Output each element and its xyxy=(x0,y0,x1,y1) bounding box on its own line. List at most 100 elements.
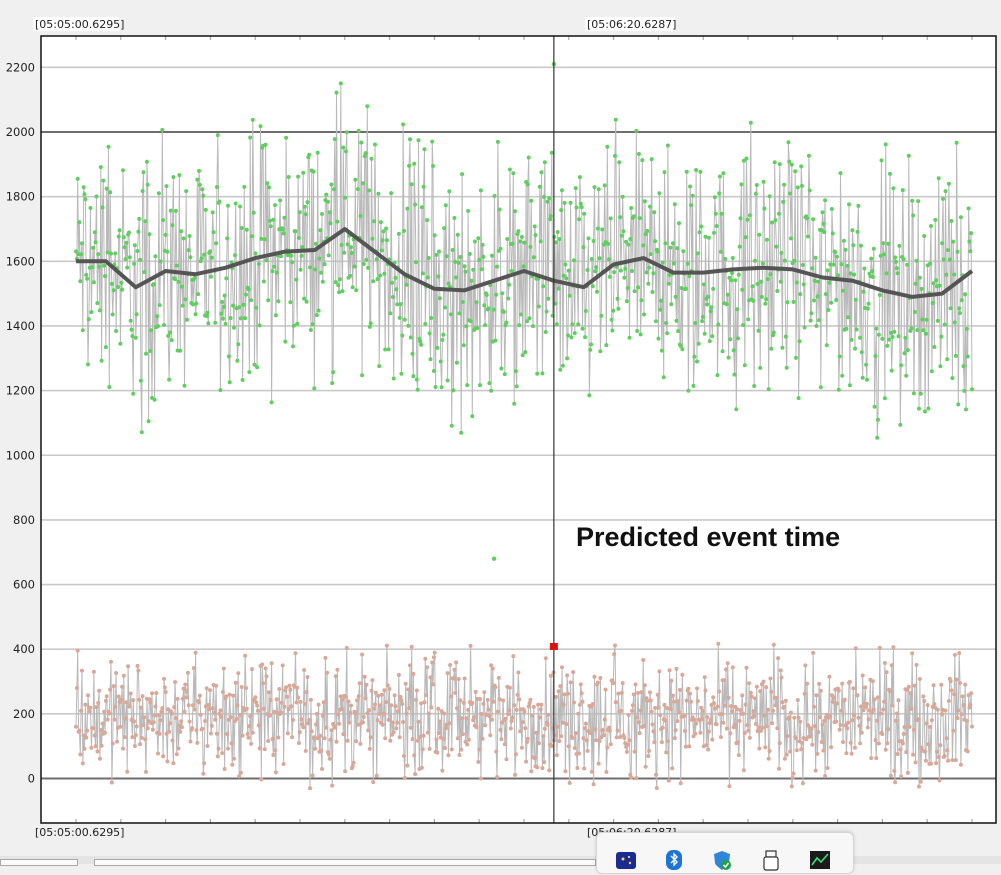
scroll-tab-left[interactable] xyxy=(0,859,78,866)
pink-point xyxy=(495,709,500,714)
security-icon[interactable] xyxy=(711,849,733,871)
pink-point xyxy=(255,703,260,708)
pink-point xyxy=(214,683,219,688)
green-point xyxy=(384,238,389,243)
pink-point xyxy=(825,766,830,770)
pink-point xyxy=(597,739,602,743)
pink-point xyxy=(541,734,546,739)
green-point xyxy=(659,298,664,303)
green-point xyxy=(429,316,434,320)
green-point xyxy=(560,363,565,368)
pink-point xyxy=(931,683,936,688)
green-point xyxy=(951,239,956,244)
pink-point xyxy=(546,712,551,717)
green-point xyxy=(486,306,491,311)
pink-point xyxy=(923,749,927,754)
pink-point xyxy=(367,708,371,713)
green-point xyxy=(691,383,696,388)
green-point xyxy=(225,236,230,241)
pink-point xyxy=(820,722,825,727)
green-point xyxy=(509,269,514,273)
scroll-tab-main[interactable] xyxy=(94,859,596,866)
green-point xyxy=(814,324,819,328)
usb-drive-icon[interactable] xyxy=(760,849,782,871)
pink-point xyxy=(262,747,267,752)
green-point xyxy=(723,257,728,261)
pink-point xyxy=(714,722,719,727)
pink-point xyxy=(654,786,659,790)
green-point xyxy=(337,290,342,295)
green-point xyxy=(510,241,515,246)
green-point xyxy=(932,345,937,349)
pink-point xyxy=(405,763,410,768)
pink-point xyxy=(595,680,600,685)
pink-point xyxy=(415,738,420,743)
green-point xyxy=(177,173,182,178)
pink-point xyxy=(123,716,128,721)
green-point xyxy=(840,373,845,378)
green-point xyxy=(855,229,860,234)
pink-point xyxy=(446,753,451,758)
pink-point xyxy=(965,749,970,754)
green-point xyxy=(276,299,281,304)
green-point xyxy=(455,232,460,237)
green-point xyxy=(132,243,137,248)
green-point xyxy=(170,223,175,228)
green-point xyxy=(492,194,497,198)
pink-point xyxy=(656,705,661,710)
green-point xyxy=(763,301,768,306)
green-point xyxy=(859,350,864,355)
pink-point xyxy=(478,697,482,701)
pink-point xyxy=(325,670,330,675)
pink-point xyxy=(445,671,450,676)
green-point xyxy=(700,319,705,324)
green-point xyxy=(236,342,241,347)
pink-point xyxy=(805,681,810,686)
green-point xyxy=(478,188,483,193)
green-point xyxy=(731,348,736,353)
green-point xyxy=(865,306,870,311)
pink-point xyxy=(160,706,165,711)
pink-point xyxy=(327,756,332,761)
pink-point xyxy=(362,674,367,679)
pink-point xyxy=(114,671,119,675)
pink-point xyxy=(555,724,560,729)
green-point xyxy=(456,260,461,265)
pink-point xyxy=(516,670,521,675)
green-point xyxy=(931,281,936,286)
green-point xyxy=(718,249,723,254)
green-point xyxy=(926,406,931,411)
green-point xyxy=(558,367,563,372)
green-point xyxy=(538,239,543,244)
pink-point xyxy=(404,711,409,716)
pink-point xyxy=(502,742,507,747)
pink-point xyxy=(351,760,356,765)
green-point xyxy=(779,250,784,255)
pink-point xyxy=(850,718,855,723)
pink-point xyxy=(514,707,519,712)
bluetooth-icon[interactable] xyxy=(663,849,685,871)
pink-point xyxy=(907,724,912,729)
pink-point xyxy=(82,746,87,751)
pink-point xyxy=(938,743,943,748)
green-point xyxy=(214,241,219,246)
pink-point xyxy=(949,688,954,693)
green-point xyxy=(782,258,787,263)
green-point xyxy=(715,373,720,378)
pink-point xyxy=(858,741,863,746)
green-point xyxy=(116,234,121,239)
pink-point xyxy=(872,697,877,702)
green-point xyxy=(313,267,318,272)
green-point xyxy=(732,372,737,377)
green-point xyxy=(820,210,825,215)
pink-point xyxy=(307,718,312,722)
pink-point xyxy=(510,715,515,720)
monitor-app-icon[interactable] xyxy=(809,849,831,871)
green-point xyxy=(651,271,656,276)
screen-saver-icon[interactable] xyxy=(615,849,637,871)
green-point xyxy=(414,377,419,382)
pink-point xyxy=(244,686,248,690)
pink-point xyxy=(477,747,482,752)
green-point xyxy=(446,281,451,286)
pink-point xyxy=(375,718,380,723)
